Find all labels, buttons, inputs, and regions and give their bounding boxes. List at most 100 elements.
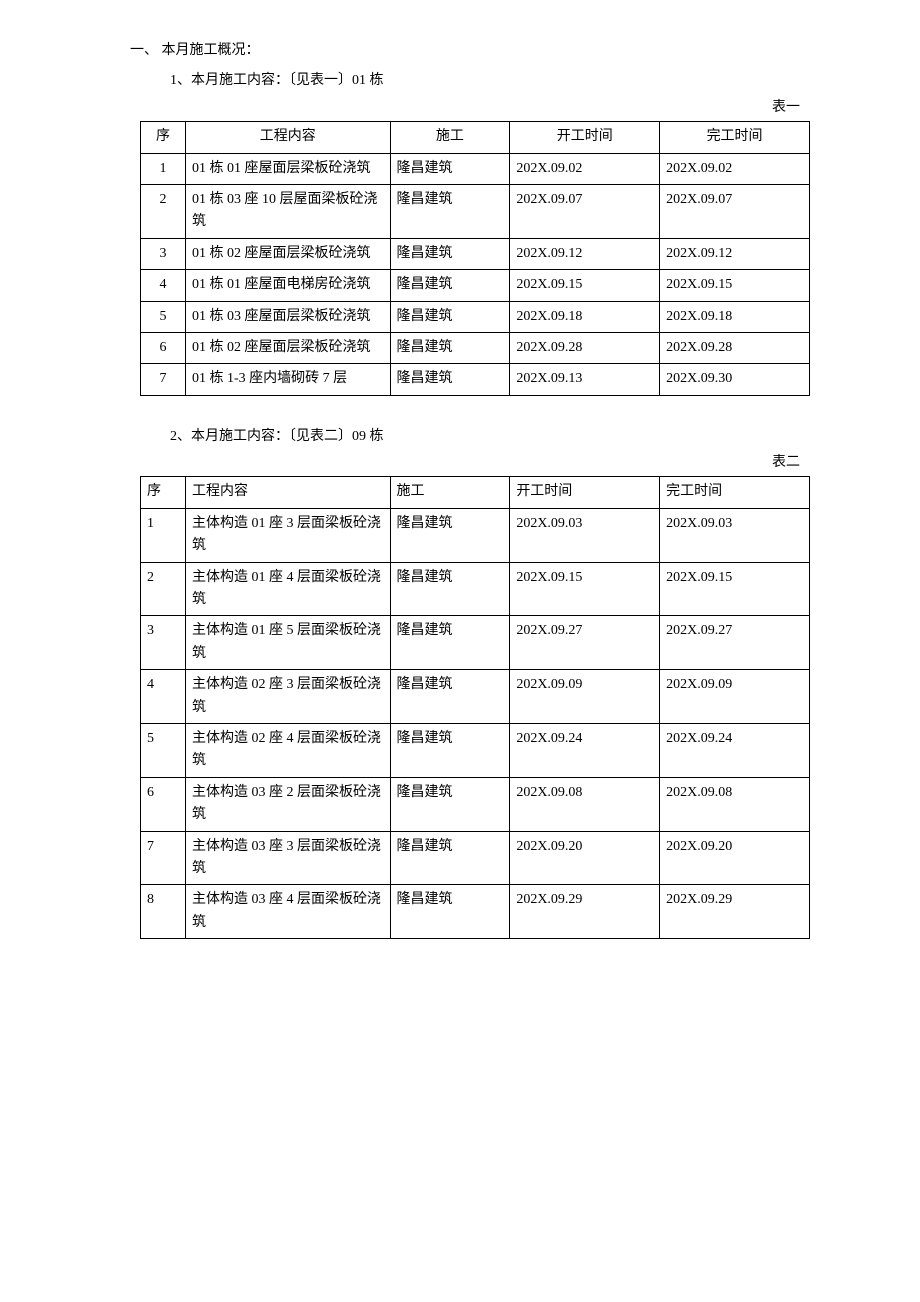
cell-start: 202X.09.15 (510, 562, 660, 616)
cell-seq: 7 (141, 364, 186, 395)
table-row: 5主体构造 02 座 4 层面梁板砼浇筑隆昌建筑202X.09.24202X.0… (141, 723, 810, 777)
cell-end: 202X.09.07 (660, 184, 810, 238)
table-row: 2主体构造 01 座 4 层面梁板砼浇筑隆昌建筑202X.09.15202X.0… (141, 562, 810, 616)
cell-contractor: 隆昌建筑 (390, 238, 510, 269)
cell-end: 202X.09.02 (660, 153, 810, 184)
table-row: 501 栋 03 座屋面层梁板砼浇筑隆昌建筑202X.09.18202X.09.… (141, 301, 810, 332)
table1: 序 工程内容 施工 开工时间 完工时间 101 栋 01 座屋面层梁板砼浇筑隆昌… (140, 121, 810, 396)
cell-start: 202X.09.02 (510, 153, 660, 184)
cell-start: 202X.09.03 (510, 508, 660, 562)
cell-end: 202X.09.15 (660, 562, 810, 616)
cell-content: 01 栋 03 座 10 层屋面梁板砼浇筑 (185, 184, 390, 238)
cell-content: 主体构造 02 座 4 层面梁板砼浇筑 (185, 723, 390, 777)
cell-content: 主体构造 01 座 5 层面梁板砼浇筑 (185, 616, 390, 670)
cell-seq: 5 (141, 301, 186, 332)
cell-end: 202X.09.15 (660, 270, 810, 301)
cell-content: 主体构造 03 座 3 层面梁板砼浇筑 (185, 831, 390, 885)
cell-seq: 6 (141, 332, 186, 363)
header-end: 完工时间 (660, 477, 810, 508)
cell-content: 01 栋 02 座屋面层梁板砼浇筑 (185, 332, 390, 363)
cell-end: 202X.09.29 (660, 885, 810, 939)
cell-contractor: 隆昌建筑 (390, 831, 510, 885)
cell-end: 202X.09.09 (660, 670, 810, 724)
table-row: 701 栋 1-3 座内墙砌砖 7 层隆昌建筑202X.09.13202X.09… (141, 364, 810, 395)
cell-seq: 4 (141, 670, 186, 724)
cell-content: 01 栋 01 座屋面层梁板砼浇筑 (185, 153, 390, 184)
cell-contractor: 隆昌建筑 (390, 332, 510, 363)
cell-seq: 6 (141, 777, 186, 831)
table-row: 301 栋 02 座屋面层梁板砼浇筑隆昌建筑202X.09.12202X.09.… (141, 238, 810, 269)
header-contractor: 施工 (390, 122, 510, 153)
header-start: 开工时间 (510, 477, 660, 508)
table-row: 101 栋 01 座屋面层梁板砼浇筑隆昌建筑202X.09.02202X.09.… (141, 153, 810, 184)
cell-content: 主体构造 01 座 4 层面梁板砼浇筑 (185, 562, 390, 616)
table-header-row: 序 工程内容 施工 开工时间 完工时间 (141, 477, 810, 508)
cell-content: 主体构造 02 座 3 层面梁板砼浇筑 (185, 670, 390, 724)
cell-start: 202X.09.13 (510, 364, 660, 395)
cell-end: 202X.09.24 (660, 723, 810, 777)
cell-seq: 2 (141, 562, 186, 616)
cell-contractor: 隆昌建筑 (390, 723, 510, 777)
cell-contractor: 隆昌建筑 (390, 364, 510, 395)
cell-seq: 1 (141, 508, 186, 562)
table-row: 1主体构造 01 座 3 层面梁板砼浇筑隆昌建筑202X.09.03202X.0… (141, 508, 810, 562)
cell-contractor: 隆昌建筑 (390, 562, 510, 616)
cell-start: 202X.09.20 (510, 831, 660, 885)
table1-label: 表一 (80, 97, 800, 119)
section-heading: 一、 本月施工概况： (130, 40, 840, 62)
cell-seq: 1 (141, 153, 186, 184)
cell-start: 202X.09.07 (510, 184, 660, 238)
cell-start: 202X.09.27 (510, 616, 660, 670)
table-row: 601 栋 02 座屋面层梁板砼浇筑隆昌建筑202X.09.28202X.09.… (141, 332, 810, 363)
cell-content: 主体构造 03 座 4 层面梁板砼浇筑 (185, 885, 390, 939)
cell-end: 202X.09.08 (660, 777, 810, 831)
cell-contractor: 隆昌建筑 (390, 270, 510, 301)
header-contractor: 施工 (390, 477, 510, 508)
header-content: 工程内容 (185, 477, 390, 508)
header-seq: 序 (141, 477, 186, 508)
table-row: 8主体构造 03 座 4 层面梁板砼浇筑隆昌建筑202X.09.29202X.0… (141, 885, 810, 939)
cell-content: 01 栋 02 座屋面层梁板砼浇筑 (185, 238, 390, 269)
subsection1-heading: 1、本月施工内容：〔见表一〕01 栋 (170, 70, 840, 92)
cell-end: 202X.09.20 (660, 831, 810, 885)
cell-contractor: 隆昌建筑 (390, 301, 510, 332)
table-row: 201 栋 03 座 10 层屋面梁板砼浇筑隆昌建筑202X.09.07202X… (141, 184, 810, 238)
cell-contractor: 隆昌建筑 (390, 670, 510, 724)
cell-end: 202X.09.18 (660, 301, 810, 332)
cell-content: 01 栋 01 座屋面电梯房砼浇筑 (185, 270, 390, 301)
cell-end: 202X.09.30 (660, 364, 810, 395)
table-header-row: 序 工程内容 施工 开工时间 完工时间 (141, 122, 810, 153)
subsection2-heading: 2、本月施工内容：〔见表二〕09 栋 (170, 426, 840, 448)
cell-contractor: 隆昌建筑 (390, 777, 510, 831)
cell-seq: 2 (141, 184, 186, 238)
cell-end: 202X.09.12 (660, 238, 810, 269)
cell-seq: 4 (141, 270, 186, 301)
cell-start: 202X.09.18 (510, 301, 660, 332)
cell-contractor: 隆昌建筑 (390, 184, 510, 238)
cell-contractor: 隆昌建筑 (390, 508, 510, 562)
cell-seq: 7 (141, 831, 186, 885)
table2-body: 1主体构造 01 座 3 层面梁板砼浇筑隆昌建筑202X.09.03202X.0… (141, 508, 810, 938)
cell-content: 主体构造 01 座 3 层面梁板砼浇筑 (185, 508, 390, 562)
table1-body: 101 栋 01 座屋面层梁板砼浇筑隆昌建筑202X.09.02202X.09.… (141, 153, 810, 395)
table-row: 3主体构造 01 座 5 层面梁板砼浇筑隆昌建筑202X.09.27202X.0… (141, 616, 810, 670)
table-row: 7主体构造 03 座 3 层面梁板砼浇筑隆昌建筑202X.09.20202X.0… (141, 831, 810, 885)
cell-contractor: 隆昌建筑 (390, 616, 510, 670)
cell-start: 202X.09.09 (510, 670, 660, 724)
header-content: 工程内容 (185, 122, 390, 153)
cell-seq: 3 (141, 238, 186, 269)
cell-content: 01 栋 03 座屋面层梁板砼浇筑 (185, 301, 390, 332)
cell-contractor: 隆昌建筑 (390, 153, 510, 184)
cell-contractor: 隆昌建筑 (390, 885, 510, 939)
cell-content: 01 栋 1-3 座内墙砌砖 7 层 (185, 364, 390, 395)
cell-end: 202X.09.03 (660, 508, 810, 562)
header-end: 完工时间 (660, 122, 810, 153)
cell-end: 202X.09.27 (660, 616, 810, 670)
cell-seq: 5 (141, 723, 186, 777)
cell-seq: 3 (141, 616, 186, 670)
cell-start: 202X.09.15 (510, 270, 660, 301)
table-row: 6主体构造 03 座 2 层面梁板砼浇筑隆昌建筑202X.09.08202X.0… (141, 777, 810, 831)
cell-start: 202X.09.29 (510, 885, 660, 939)
table-row: 4主体构造 02 座 3 层面梁板砼浇筑隆昌建筑202X.09.09202X.0… (141, 670, 810, 724)
cell-content: 主体构造 03 座 2 层面梁板砼浇筑 (185, 777, 390, 831)
